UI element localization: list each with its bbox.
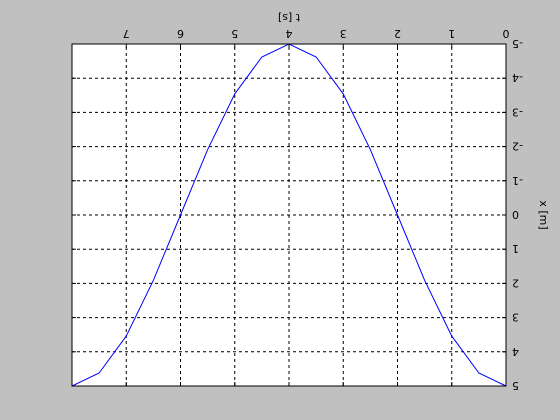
x-tick-label: 2 [394, 27, 401, 40]
y-tick-label: 4 [512, 345, 519, 358]
x-tick-label: 1 [448, 27, 455, 40]
x-tick-label: 5 [231, 27, 238, 40]
y-tick-label: 1 [512, 242, 519, 255]
axis-ticks [71, 43, 507, 387]
grid [72, 44, 506, 386]
x-tick-label: 6 [177, 27, 184, 40]
y-tick-label: 3 [512, 311, 519, 324]
y-tick-label: -1 [512, 174, 523, 187]
y-tick-label: 2 [512, 276, 519, 289]
y-axis-label: x [m] [537, 200, 550, 229]
x-tick-label: 7 [123, 27, 130, 40]
x-tick-label: 4 [286, 27, 293, 40]
tick-labels: 0 1 2 3 4 5 6 7 -5 -4 -3 -2 -1 0 1 2 3 4 5 [123, 27, 523, 392]
y-tick-label: -2 [512, 140, 523, 153]
y-tick-label: -5 [512, 37, 523, 50]
x-tick-label: 3 [340, 27, 347, 40]
y-tick-label: -4 [512, 71, 523, 84]
y-tick-label: 5 [512, 379, 519, 392]
x-axis-label: t [s] [278, 11, 300, 24]
x-tick-label: 0 [503, 27, 510, 40]
y-tick-label: 0 [512, 208, 519, 221]
y-tick-label: -3 [512, 105, 523, 118]
